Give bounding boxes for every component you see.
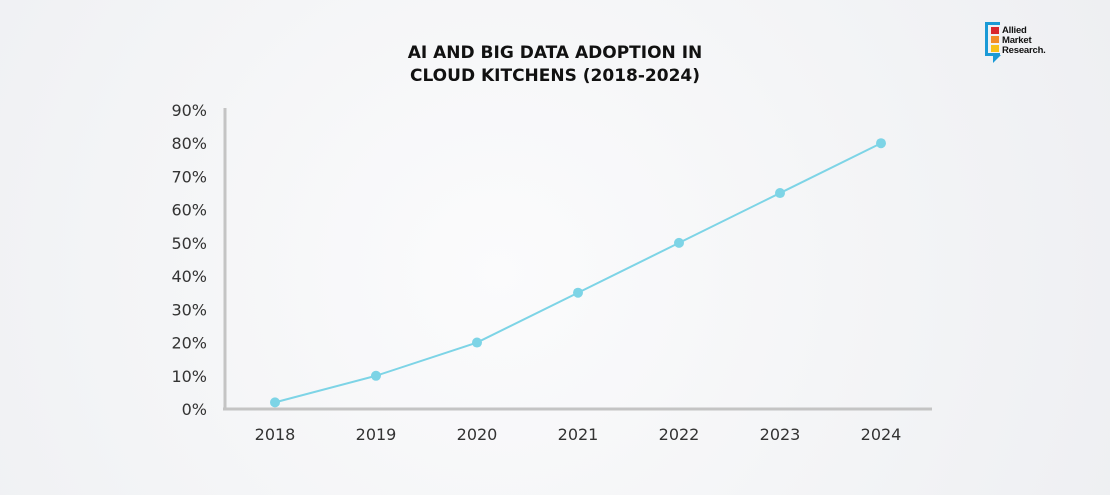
x-tick-label: 2019	[356, 425, 397, 444]
x-tick-label: 2023	[760, 425, 801, 444]
allied-market-research-logo: Allied Market Research.	[985, 22, 1075, 70]
x-tick-label: 2020	[457, 425, 498, 444]
data-point-2021	[573, 287, 583, 298]
logo-frame-icon	[985, 22, 1000, 56]
x-tick-label: 2018	[255, 425, 296, 444]
logo-bar-orange	[991, 36, 999, 43]
x-tick-label: 2021	[558, 425, 599, 444]
data-point-2018	[270, 397, 280, 408]
logo-bar-red	[991, 27, 999, 34]
y-tick-label: 60%	[171, 201, 207, 220]
y-tick-label: 20%	[171, 334, 207, 353]
y-tick-label: 50%	[171, 234, 207, 253]
logo-text-line-3: Research.	[1002, 45, 1046, 56]
x-tick-label: 2024	[861, 425, 902, 444]
y-tick-label: 0%	[182, 400, 207, 419]
y-axis: 0% 10% 20% 30% 40% 50% 60% 70% 80% 90%	[171, 101, 227, 419]
chart-title-line-2: CLOUD KITCHENS (2018-2024)	[409, 66, 700, 86]
logo-text: Allied Market Research.	[1002, 26, 1046, 56]
y-tick-label: 70%	[171, 167, 207, 186]
logo-text-line-2: Market	[1002, 35, 1032, 46]
data-point-2024	[876, 138, 886, 149]
logo-bar-yellow	[991, 45, 999, 52]
series-layer	[270, 138, 886, 408]
y-tick-label: 40%	[171, 267, 207, 286]
y-tick-label: 30%	[171, 300, 207, 319]
chart-title: AI AND BIG DATA ADOPTION IN CLOUD KITCHE…	[300, 42, 810, 88]
data-point-2019	[371, 370, 381, 381]
y-tick-label: 90%	[171, 101, 207, 120]
y-tick-label: 10%	[171, 367, 207, 386]
data-point-2020	[472, 337, 482, 348]
series-line	[274, 142, 882, 404]
data-point-2023	[775, 188, 785, 199]
y-tick-label: 80%	[171, 134, 207, 153]
x-axis: 2018 2019 2020 2021 2022 2023 2024	[223, 407, 932, 444]
logo-text-line-1: Allied	[1002, 25, 1027, 36]
x-tick-label: 2022	[659, 425, 700, 444]
data-point-2022	[674, 237, 684, 248]
chart-title-line-1: AI AND BIG DATA ADOPTION IN	[407, 43, 703, 63]
logo-speech-tail-icon	[993, 55, 1001, 63]
